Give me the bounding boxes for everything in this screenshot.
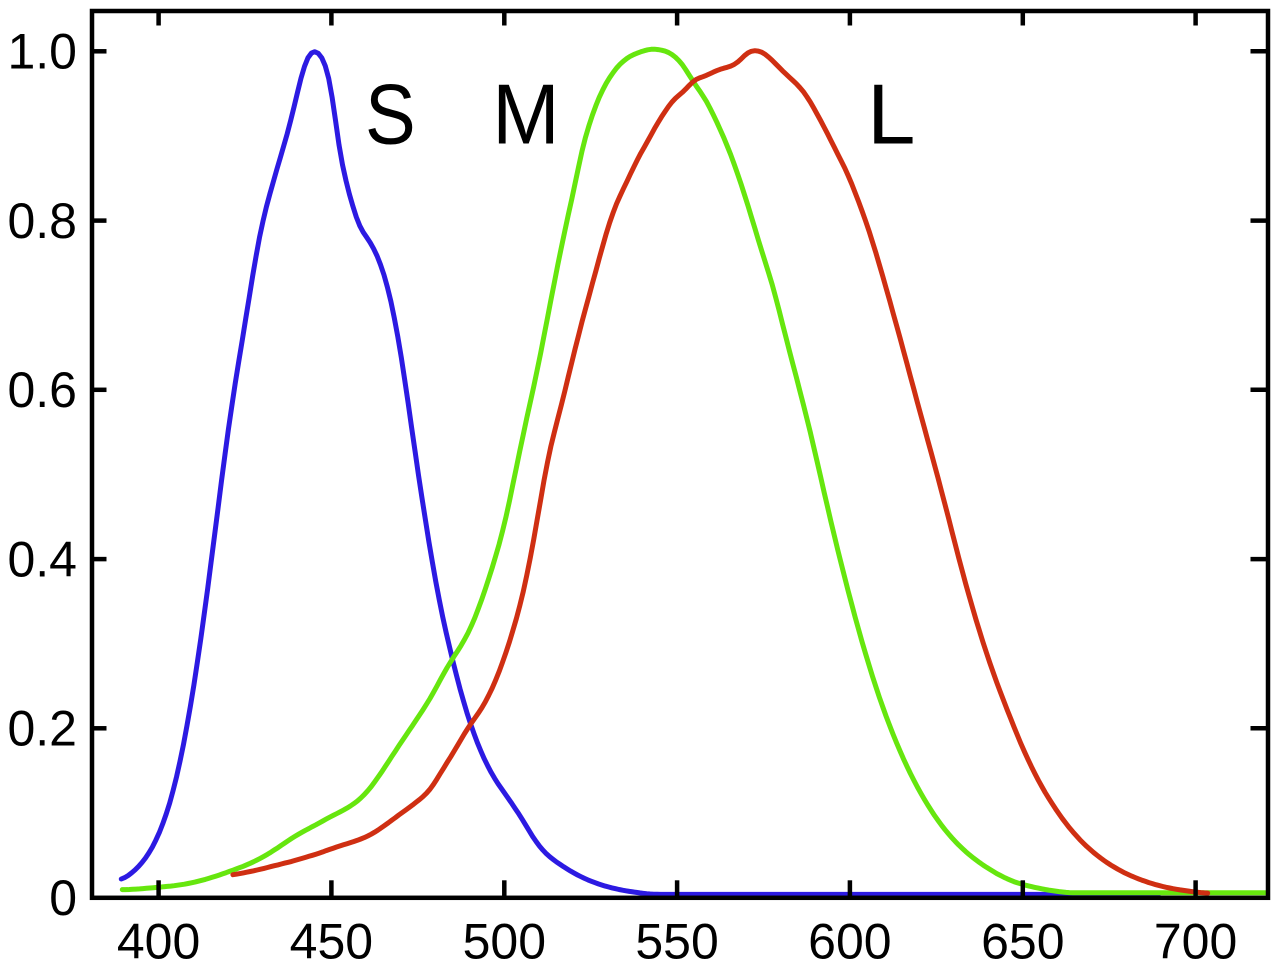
svg-text:400: 400 (117, 913, 200, 969)
svg-text:0.2: 0.2 (7, 701, 77, 757)
svg-text:500: 500 (463, 913, 546, 969)
svg-text:550: 550 (635, 913, 718, 969)
svg-text:0.8: 0.8 (7, 193, 77, 249)
svg-text:1.0: 1.0 (7, 24, 77, 80)
svg-text:M: M (492, 68, 559, 163)
svg-text:450: 450 (290, 913, 373, 969)
svg-text:S: S (365, 68, 416, 163)
svg-text:0.6: 0.6 (7, 362, 77, 418)
svg-text:0.4: 0.4 (7, 531, 77, 587)
svg-text:L: L (867, 68, 915, 163)
svg-text:700: 700 (1154, 913, 1237, 969)
svg-text:600: 600 (808, 913, 891, 969)
svg-text:650: 650 (981, 913, 1064, 969)
svg-text:0: 0 (49, 870, 77, 926)
